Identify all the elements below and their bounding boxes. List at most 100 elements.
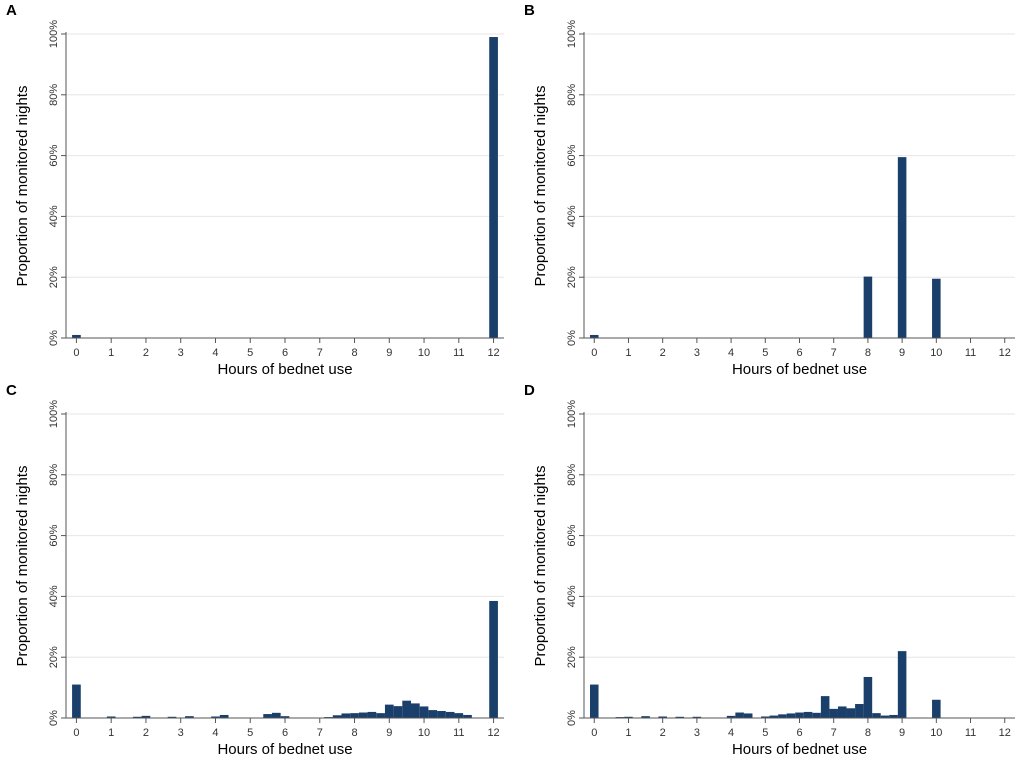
x-tick-label: 10 (930, 347, 942, 359)
y-tick-label: 60% (48, 524, 60, 546)
bar (106, 716, 116, 718)
bar (795, 712, 804, 718)
bar (658, 716, 667, 718)
x-tick-label: 7 (317, 727, 323, 739)
x-tick-label: 6 (282, 727, 288, 739)
bar (263, 714, 272, 718)
bar (880, 715, 890, 718)
panel-letter: A (6, 2, 17, 19)
bar (932, 699, 941, 718)
bar (489, 600, 498, 718)
y-tick-label: 40% (566, 205, 578, 227)
bar (820, 696, 830, 718)
x-tick-label: 0 (591, 727, 597, 739)
x-tick-label: 3 (178, 727, 184, 739)
bar (185, 716, 194, 718)
x-tick-label: 7 (831, 347, 837, 359)
x-tick-label: 5 (247, 727, 253, 739)
bar (219, 714, 229, 718)
y-tick-label: 100% (566, 20, 578, 48)
x-tick-label: 4 (212, 727, 218, 739)
y-tick-label: 100% (566, 400, 578, 428)
bar (72, 334, 81, 338)
bar (855, 704, 864, 718)
bar (437, 711, 446, 718)
y-axis-title: Proportion of monitored nights (14, 86, 31, 287)
bar (932, 278, 941, 338)
bar (341, 713, 351, 718)
y-tick-label: 80% (48, 464, 60, 486)
y-tick-label: 40% (48, 585, 60, 607)
bar (589, 334, 599, 338)
x-tick-label: 6 (796, 347, 802, 359)
x-tick-label: 9 (899, 347, 905, 359)
x-tick-label: 7 (317, 347, 323, 359)
x-tick-label: 1 (108, 727, 114, 739)
bar (812, 712, 821, 718)
y-tick-label: 0% (566, 330, 578, 346)
bar (211, 716, 220, 718)
x-tick-label: 11 (965, 727, 976, 739)
y-tick-label: 100% (48, 400, 60, 428)
x-tick-label: 10 (930, 727, 942, 739)
x-tick-label: 12 (999, 727, 1011, 739)
x-tick-label: 6 (282, 347, 288, 359)
x-tick-label: 2 (660, 727, 666, 739)
bar (692, 716, 702, 718)
x-tick-label: 6 (796, 727, 802, 739)
x-tick-label: 2 (143, 727, 149, 739)
y-tick-label: 60% (566, 144, 578, 166)
y-tick-label: 0% (566, 710, 578, 726)
x-axis-title: Hours of bednet use (217, 741, 352, 758)
y-axis-title: Proportion of monitored nights (532, 86, 549, 287)
bar (778, 714, 787, 718)
x-tick-label: 4 (212, 347, 218, 359)
x-tick-label: 0 (591, 347, 597, 359)
x-tick-label: 11 (453, 347, 464, 359)
x-tick-label: 0 (73, 347, 79, 359)
y-tick-label: 20% (48, 646, 60, 668)
bar (863, 276, 873, 338)
x-tick-label: 8 (351, 727, 357, 739)
bar (384, 704, 394, 718)
bar (454, 713, 464, 718)
x-tick-label: 1 (625, 727, 631, 739)
chart-svg: 0%20%40%60%80%100%0 1 2 3 4 5 6 7 8 9 10 11 12Hours … (532, 400, 1015, 758)
bar (589, 684, 599, 718)
x-tick-label: 10 (418, 727, 430, 739)
bar (735, 712, 744, 718)
x-tick-label: 1 (625, 347, 631, 359)
bar (376, 713, 385, 718)
chart-svg: 0%20%40%60%80%100%0 1 2 3 4 5 6 7 8 9 10 11 12Hours … (14, 400, 504, 758)
x-tick-label: 11 (965, 347, 976, 359)
bar (332, 715, 342, 718)
x-tick-label: 9 (386, 347, 392, 359)
x-tick-label: 10 (418, 347, 430, 359)
x-axis-title: Hours of bednet use (732, 741, 867, 758)
y-tick-label: 0% (48, 710, 60, 726)
x-tick-label: 1 (108, 347, 114, 359)
bar (897, 651, 907, 718)
x-tick-label: 3 (694, 347, 700, 359)
y-tick-label: 80% (48, 84, 60, 106)
bar (897, 157, 907, 338)
bar (72, 684, 81, 718)
y-tick-label: 0% (48, 330, 60, 346)
chart-panel-b: B 0% 20% 40% 60% 80% 100% 0 1 2 3 4 5 6 7 8 9 10 11 12 Hour… (518, 0, 1021, 381)
y-tick-label: 60% (48, 144, 60, 166)
x-tick-label: 9 (386, 727, 392, 739)
bar (837, 706, 847, 718)
x-tick-label: 7 (831, 727, 837, 739)
x-tick-label: 12 (487, 347, 499, 359)
x-tick-label: 4 (728, 727, 734, 739)
y-tick-label: 40% (48, 205, 60, 227)
x-tick-label: 5 (762, 347, 768, 359)
x-tick-label: 12 (999, 347, 1011, 359)
bar (761, 716, 770, 718)
bar (863, 676, 873, 718)
x-tick-label: 0 (73, 727, 79, 739)
bar (489, 37, 498, 338)
bar (829, 708, 838, 718)
chart-panel-c: C 0% 20% 40% 60% 80% 100% 0 1 2 3 4 5 6 7 8 9 10 11 12 Hour… (0, 380, 510, 761)
bar (803, 711, 813, 718)
